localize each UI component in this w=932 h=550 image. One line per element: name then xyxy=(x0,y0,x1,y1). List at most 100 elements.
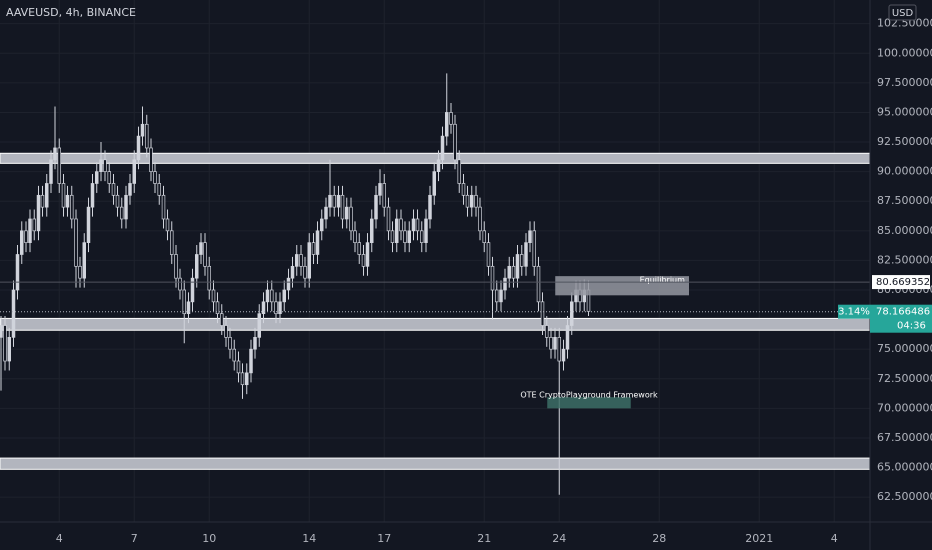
candle-body xyxy=(432,171,437,196)
candle-body xyxy=(32,218,36,232)
candle-body xyxy=(532,230,536,267)
candle-body xyxy=(311,242,316,255)
candle-body xyxy=(28,218,32,244)
candle-body xyxy=(299,254,303,267)
candle-body xyxy=(370,218,374,244)
candle-body xyxy=(86,206,91,244)
candle-body xyxy=(324,206,328,220)
candle-body xyxy=(49,159,53,184)
candle-body xyxy=(507,265,512,279)
candle-body xyxy=(457,159,462,184)
candle-body xyxy=(390,230,395,244)
candle-body xyxy=(270,289,274,303)
last-price: 78.166486 xyxy=(876,307,930,318)
annotation-label: OTE CryptoPlayground Framework xyxy=(520,391,658,400)
candle-body xyxy=(107,171,111,184)
candle-body xyxy=(215,301,220,315)
candle-body xyxy=(528,230,532,244)
candle-body xyxy=(99,159,103,172)
x-tick-label: 10 xyxy=(202,532,216,545)
candle-body xyxy=(174,254,178,279)
y-tick-label: 65.000000 xyxy=(877,461,932,474)
chart-title: AAVEUSD, 4h, BINANCE xyxy=(6,6,136,19)
x-tick-label: 21 xyxy=(477,532,491,545)
candle-body xyxy=(265,289,270,303)
zone xyxy=(0,317,871,331)
candle-body xyxy=(165,218,170,232)
candle-body xyxy=(349,206,353,232)
candle-body xyxy=(182,289,187,315)
candle-body xyxy=(228,336,232,350)
annotation-label: Equilibrium xyxy=(640,276,686,285)
candle-body xyxy=(44,183,49,208)
x-tick-label: 24 xyxy=(552,532,566,545)
candle-body xyxy=(207,265,212,291)
change: 3.14% xyxy=(838,307,870,318)
candle-body xyxy=(119,206,124,220)
candle-body xyxy=(561,348,566,362)
candle-body xyxy=(345,206,349,220)
candle-body xyxy=(428,194,432,220)
candle-body xyxy=(399,218,403,232)
candle-body xyxy=(61,183,66,208)
candle-body xyxy=(440,135,445,161)
candle-body xyxy=(0,325,3,338)
candle-body xyxy=(340,194,345,220)
candle-body xyxy=(278,301,282,315)
candle-body xyxy=(382,183,387,208)
candle-body xyxy=(282,289,287,303)
x-tick-label: 7 xyxy=(131,532,138,545)
candle-body xyxy=(40,194,45,208)
candle-body xyxy=(199,242,203,255)
candle-body xyxy=(240,372,245,386)
candle-body xyxy=(286,277,291,291)
candle-body xyxy=(224,325,228,338)
candle-body xyxy=(190,277,195,303)
candle-body xyxy=(353,230,357,244)
last-price-box xyxy=(870,304,932,333)
y-tick-label: 100.000000 xyxy=(877,46,932,59)
candle-body xyxy=(145,123,149,149)
currency-box[interactable] xyxy=(888,4,917,21)
candle-body xyxy=(236,360,241,374)
candle-body xyxy=(115,194,120,208)
candle-body xyxy=(186,301,191,315)
candle-body xyxy=(445,112,449,137)
candle-body xyxy=(519,254,524,267)
annotation-box xyxy=(555,276,689,296)
candle-body xyxy=(94,171,99,184)
candle-body xyxy=(515,254,520,279)
candle-body xyxy=(136,135,141,161)
candle-body xyxy=(461,183,466,196)
candle-body xyxy=(365,242,370,267)
candle-body xyxy=(69,194,74,220)
candle-body xyxy=(328,194,332,208)
candle-body xyxy=(253,336,257,350)
candle-body xyxy=(153,171,157,184)
candle-body xyxy=(15,254,20,291)
candle-body xyxy=(553,336,557,350)
currency[interactable]: USD xyxy=(892,8,914,19)
candle-body xyxy=(495,289,499,303)
candle-body xyxy=(449,112,453,125)
candle-body xyxy=(65,194,70,208)
candle-body xyxy=(295,254,299,267)
candle-body xyxy=(415,218,420,232)
candle-body xyxy=(490,265,495,291)
zone xyxy=(0,457,871,470)
y-tick-label: 85.000000 xyxy=(877,224,932,237)
candle-body xyxy=(7,336,11,362)
candle-body xyxy=(470,194,474,208)
candle-body xyxy=(11,289,16,338)
candle-body xyxy=(320,218,324,232)
candle-body xyxy=(74,218,78,267)
candle-body xyxy=(465,194,470,208)
candle-body xyxy=(290,265,295,279)
candle-body xyxy=(195,254,199,279)
candle-body xyxy=(332,194,337,208)
candle-body xyxy=(569,301,574,326)
candle-body xyxy=(307,242,312,279)
candle-body xyxy=(124,194,128,220)
equilibrium-price: 80.669352 xyxy=(876,277,930,288)
candle-body xyxy=(336,194,341,208)
